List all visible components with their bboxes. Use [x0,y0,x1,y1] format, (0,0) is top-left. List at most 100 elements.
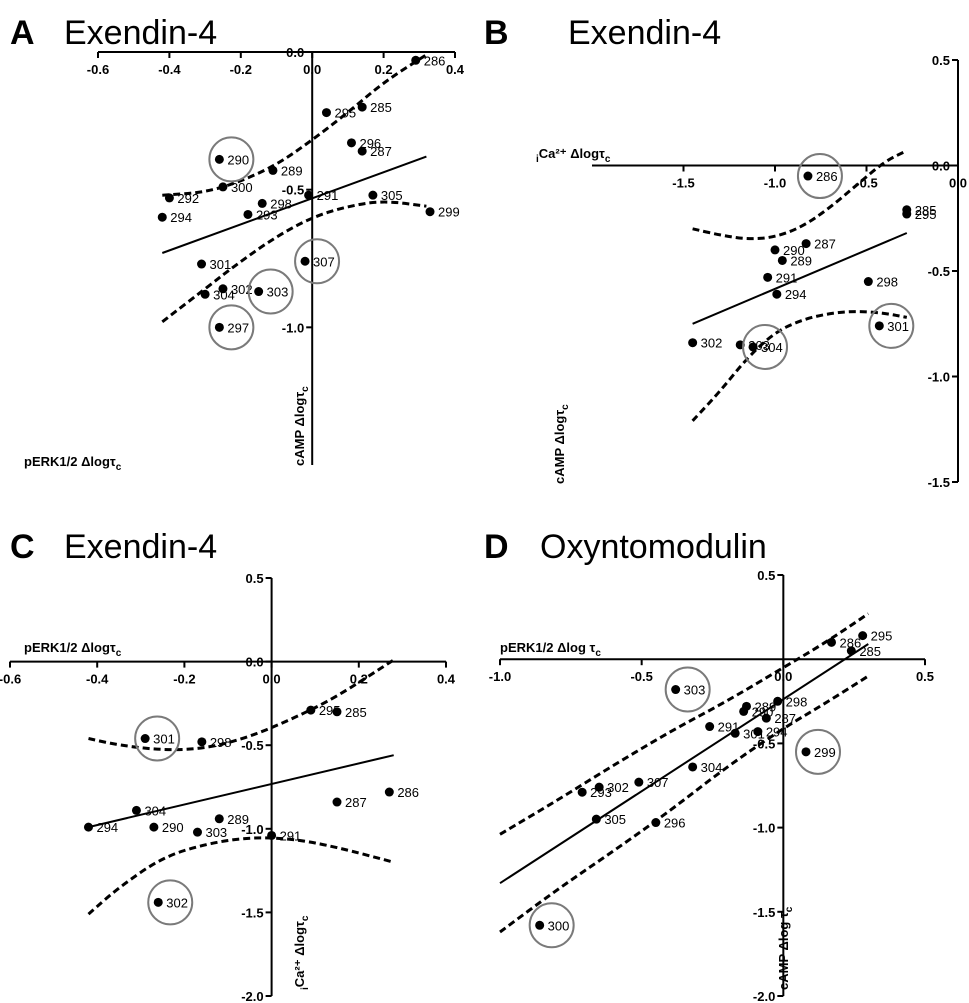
panel-b: B Exendin-4 -1.5 -1.0 -0.5 0.0 -1.5 -1.0 -0.5 0… [484,14,967,490]
point-label-301: 301 [887,319,909,334]
point-label-302: 302 [166,895,188,910]
plot-area-c: -0.6 -0.4 -0.2 0.0 0.2 0.4 -2.0 -1.5 -1.0 -0.5 0.0… [0,571,456,1003]
point-label-296: 296 [664,816,686,831]
data-point-286 [384,787,394,797]
data-point-295 [306,705,316,715]
data-point-298 [863,277,873,287]
point-label-303: 303 [205,825,227,840]
data-point-302 [218,284,228,294]
y-tick-label-d: -1.0 [753,821,775,836]
point-label-287: 287 [345,795,367,810]
point-label-293: 293 [590,785,612,800]
panel-title-a: Exendin-4 [64,14,217,52]
panel-d: D Oxyntomodulin -1.0 -0.5 0.0 0.5 -2.0 -1.5 -1… [484,528,934,1003]
regression-line-d [499,643,869,885]
point-label-286: 286 [397,785,419,800]
x-tick-label-a: -0.6 [87,62,109,77]
y-tick-label-b: -0.5 [928,264,950,279]
data-point-303 [192,827,202,837]
highlight-ring-303 [664,666,711,713]
highlight-ring-290 [208,136,255,183]
panel-letter-d: D [484,528,509,566]
x-tick-label-d: -1.0 [489,669,511,684]
data-point-301 [874,321,884,331]
data-point-285 [357,102,367,112]
panel-letter-b: B [484,14,509,52]
data-point-290 [739,706,749,716]
x-tick-label-c: 0.2 [350,672,368,687]
y-tick-label-b: 0.5 [932,53,950,68]
panel-title-d: Oxyntomodulin [540,528,767,566]
point-label-304: 304 [761,340,783,355]
x-tick-label-b: -1.0 [764,176,786,191]
panel-title-c: Exendin-4 [64,528,217,566]
ci-upper-curve-c [88,658,395,752]
point-label-289: 289 [281,163,303,178]
y-tick-label-c: -0.5 [241,738,263,753]
data-point-286 [803,171,813,181]
data-point-298 [257,198,267,208]
highlight-ring-302 [147,879,194,926]
point-label-293: 293 [256,207,278,222]
y-tick-label-d: -2.0 [753,989,775,1003]
panel-letter-c: C [10,528,35,566]
data-point-302 [153,897,163,907]
data-point-291 [763,272,773,282]
data-point-295 [321,108,331,118]
data-point-304 [748,342,758,352]
data-point-301 [197,259,207,269]
point-label-294: 294 [766,725,788,740]
point-label-298: 298 [876,275,898,290]
point-label-298: 298 [786,694,808,709]
point-label-301: 301 [210,257,232,272]
plot-area-a: -0.6 -0.4 -0.2 0.0 0.2 0.4 -1.0 -0.5 0.0 286 295 28… [24,45,465,473]
point-label-294: 294 [785,287,807,302]
point-label-297: 297 [227,320,249,335]
data-point-301 [140,734,150,744]
data-point-296 [651,818,661,828]
point-label-286: 286 [424,53,446,68]
point-label-307: 307 [313,254,335,269]
data-point-305 [591,814,601,824]
plot-area-b: -1.5 -1.0 -0.5 0.0-1.5-1.0-0.50.00.52862852… [536,53,967,490]
y-tick-label-a: 0.0 [286,45,304,60]
regression-line-a [161,155,427,254]
data-point-300 [218,182,228,192]
point-label-307: 307 [647,775,669,790]
panel-letter-a: A [10,14,35,52]
point-label-289: 289 [790,253,812,268]
y-tick-label-c: 0.5 [246,571,264,586]
point-label-292: 292 [177,191,199,206]
x-tick-label-c: -0.4 [86,672,109,687]
y-tick-label-c: -2.0 [241,989,263,1003]
y-tick-label-c: -1.0 [241,822,263,837]
point-label-300: 300 [231,180,253,195]
ci-lower-curve-a [161,200,427,323]
point-label-302: 302 [231,282,253,297]
point-label-304: 304 [213,287,235,302]
point-label-285: 285 [370,100,392,115]
x-tick-label-c: -0.6 [0,672,21,687]
highlight-ring-301 [134,715,181,762]
point-label-298: 298 [210,735,232,750]
data-point-299 [801,747,811,757]
panel-c: C Exendin-4 -0.6 -0.4 -0.2 0.0 0.2 0.4 -2.0 -1.… [0,528,456,1003]
y-axis-label-b: cAMP Δlogτc [552,404,571,484]
x-tick-label-d: 0.5 [916,669,934,684]
data-point-290 [214,154,224,164]
point-label-299: 299 [814,745,836,760]
highlight-ring-286 [796,153,843,200]
y-tick-label-c: 0.0 [246,655,264,670]
y-tick-label-d: -0.5 [753,736,775,751]
point-label-305: 305 [604,812,626,827]
data-point-289 [268,165,278,175]
data-point-307 [300,256,310,266]
x-tick-label-c: -0.2 [173,672,195,687]
data-point-296 [346,138,356,148]
data-point-287 [801,239,811,249]
x-axis-label-c: pERK1/2 Δlogτc [24,640,122,659]
highlight-ring-303 [247,268,294,315]
x-tick-label-b: 0.0 [949,176,967,191]
data-point-304 [688,762,698,772]
